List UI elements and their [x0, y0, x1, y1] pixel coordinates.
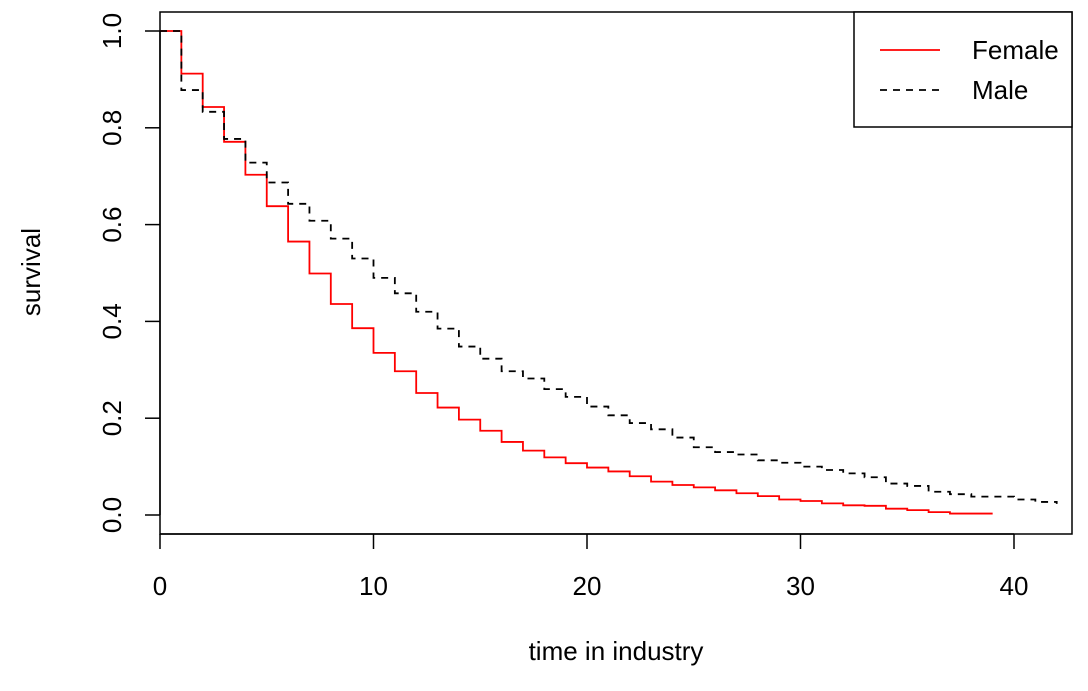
legend-label-female: Female [972, 35, 1059, 65]
x-tick-label: 40 [1000, 571, 1029, 601]
y-tick-label: 0.6 [97, 207, 127, 243]
legend-label-male: Male [972, 75, 1028, 105]
x-tick-label: 30 [786, 571, 815, 601]
legend-box [853, 11, 1073, 128]
x-axis-label: time in industry [529, 636, 704, 666]
y-axis: 0.0 0.2 0.4 0.6 0.8 1.0 [97, 13, 161, 533]
y-tick-label: 0.8 [97, 110, 127, 146]
y-tick-label: 0.4 [97, 303, 127, 339]
y-tick-label: 0.0 [97, 497, 127, 533]
y-tick-label: 1.0 [97, 13, 127, 49]
legend: Female Male [853, 11, 1073, 128]
series-line-female [160, 30, 993, 515]
series-layer [160, 30, 1058, 515]
x-tick-label: 0 [153, 571, 167, 601]
series-line-male [160, 30, 1058, 504]
x-tick-label: 10 [359, 571, 388, 601]
x-axis: 0 10 20 30 40 [153, 533, 1029, 601]
x-tick-label: 20 [573, 571, 602, 601]
y-axis-label: survival [16, 228, 46, 316]
y-tick-label: 0.2 [97, 400, 127, 436]
